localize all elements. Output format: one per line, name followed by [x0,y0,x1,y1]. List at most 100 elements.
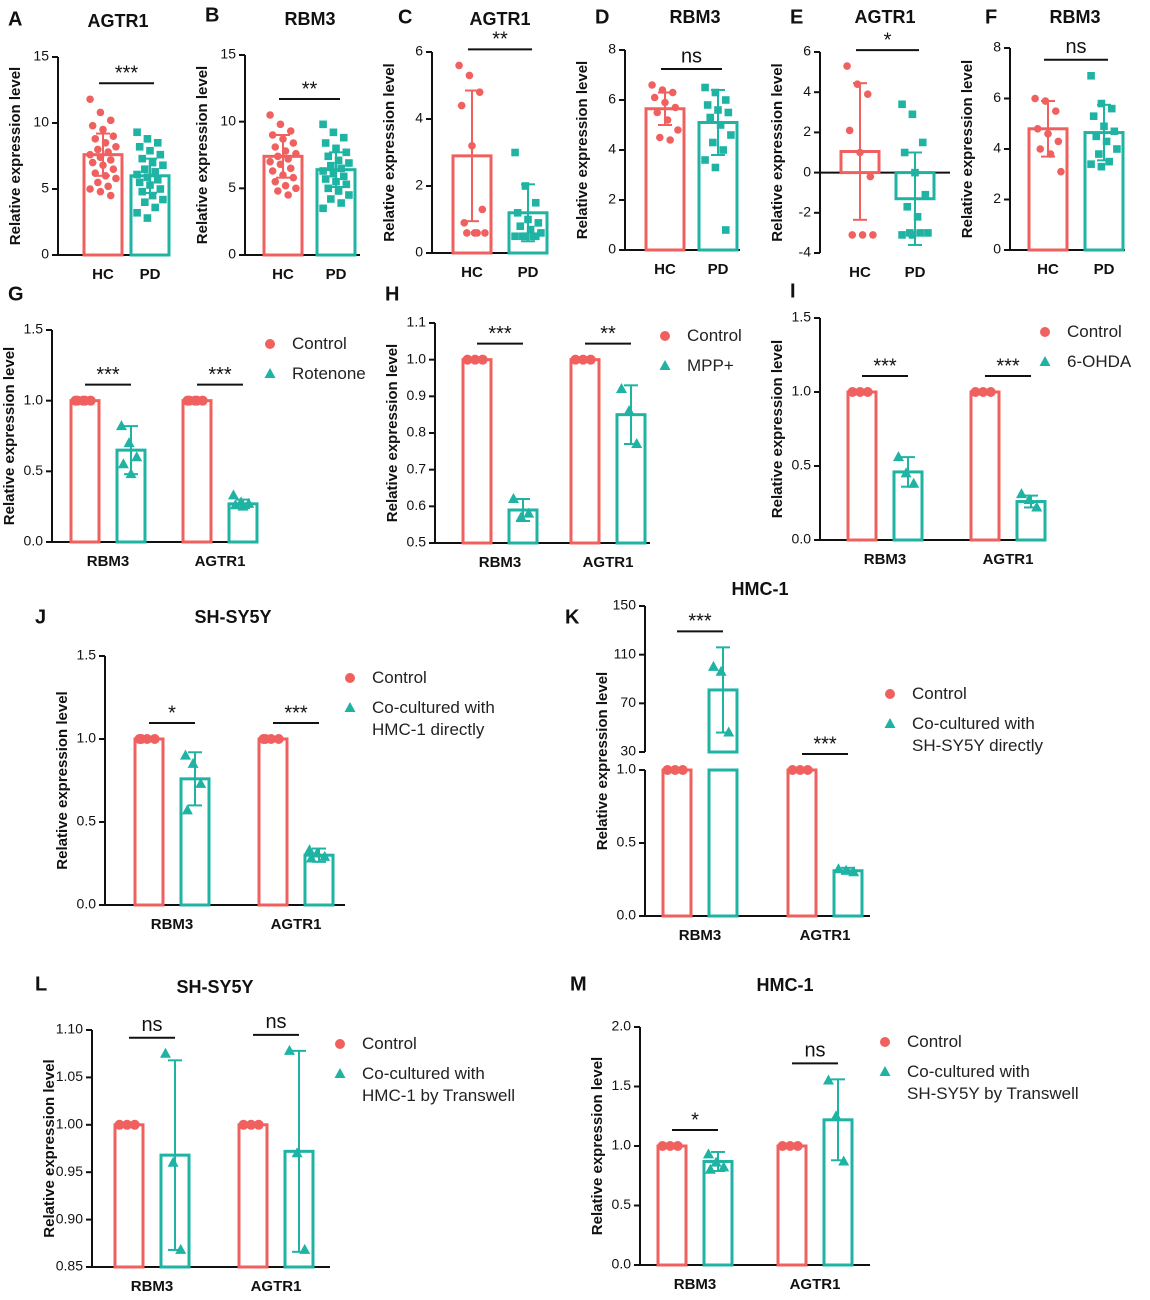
data-point [650,93,659,102]
data-point [319,850,331,861]
data-point [143,214,152,222]
legend-label: Control [292,334,347,353]
data-point [135,178,144,187]
data-point [908,231,917,239]
data-point [159,195,167,204]
legend-marker [1040,327,1050,337]
data-point [455,61,463,70]
legend-label: Control [372,668,427,687]
y-tick-label: 0 [803,163,811,179]
data-point [153,139,162,147]
y-tick-label: 0.85 [56,1258,83,1274]
y-tick-label: 0.90 [56,1210,83,1226]
data-point [674,126,682,134]
y-tick-label: 5 [41,180,49,196]
data-point [716,121,725,129]
bar [776,1144,808,1267]
y-tick-label: 4 [803,83,811,99]
data-point [243,497,255,508]
data-point [718,1161,730,1172]
y-tick-label: 150 [613,597,637,613]
x-tick-label: RBM3 [87,553,130,570]
legend-marker [264,368,276,378]
data-point [141,165,149,173]
data-point [970,387,981,397]
panel-letter: K [565,606,580,628]
data-point [112,142,120,151]
panel-letter: F [985,6,997,28]
data-point [133,170,141,179]
data-point [513,209,522,217]
legend-label: MPP+ [687,356,734,375]
data-point [327,161,335,170]
y-tick-label: 1.5 [77,647,97,663]
legend-label: Control [687,326,742,345]
y-tick-label: 6 [803,43,811,59]
legend-marker [335,1039,345,1049]
data-point [227,489,239,500]
panel-letter: D [595,6,609,28]
y-tick-label: 0.0 [612,1256,632,1272]
x-tick-label: RBM3 [679,927,722,944]
y-tick-label: 1.10 [56,1021,83,1037]
data-point [229,499,241,510]
y-axis-label: Relative expression level [381,63,398,241]
y-tick-label: 0.7 [407,460,427,476]
data-point [327,195,335,203]
bar [661,768,693,918]
data-point [721,226,730,234]
bar [113,1123,145,1269]
data-point [537,229,545,237]
bar [786,768,818,918]
y-tick-label: 0.5 [77,813,97,829]
legend-label: Control [1067,322,1122,341]
y-axis-label: Relative expression level [574,61,591,239]
data-point [136,734,147,744]
bar [702,1159,734,1267]
y-tick-label: 0 [228,246,236,262]
panel-letter: M [570,973,587,995]
legend-marker [334,1068,346,1078]
data-point [863,90,872,99]
bar [133,737,165,907]
data-point [869,231,877,239]
data-point [830,1110,842,1121]
data-point [1113,145,1121,153]
significance-label: *** [96,364,120,386]
data-point [167,1156,179,1167]
data-point [91,135,100,143]
x-tick-label: AGTR1 [790,1276,841,1293]
legend-label: Control [912,684,967,703]
data-point [916,229,924,237]
data-point [656,133,664,142]
data-point [324,152,333,161]
y-tick-label: 0 [993,241,1001,257]
significance-label: ** [492,29,508,51]
x-tick-label: PD [140,266,161,283]
data-point [623,405,635,415]
data-point [457,101,466,110]
data-point [268,131,277,139]
data-point [276,120,285,129]
significance-label: *** [115,63,139,85]
y-axis-label: Relative expression level [54,691,71,869]
x-tick-label: PD [1094,261,1115,278]
data-point [271,143,280,151]
data-point [845,126,854,135]
y-tick-label: 1.0 [792,383,812,399]
data-point [112,174,120,183]
x-tick-label: AGTR1 [800,927,851,944]
data-point [133,208,141,217]
data-point [106,191,115,200]
data-point [305,852,317,863]
legend-label: Co-cultured with HMC-1 directly [372,698,495,739]
data-point [921,190,930,199]
panel-letter: C [398,6,412,28]
legend-marker [879,1066,891,1076]
data-point [151,168,159,176]
significance-label: ** [302,78,318,100]
legend-label: Control [362,1034,417,1053]
significance-label: *** [284,702,308,724]
data-point [727,131,735,139]
